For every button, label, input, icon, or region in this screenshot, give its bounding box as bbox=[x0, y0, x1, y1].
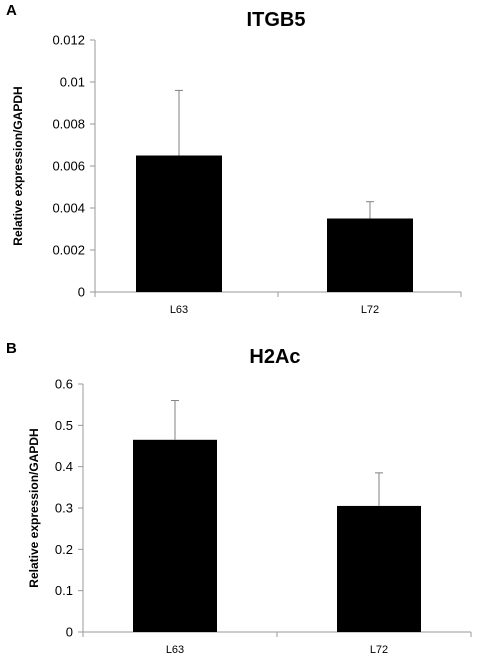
y-tick-label: 0.012 bbox=[52, 33, 85, 48]
y-tick-label: 0.3 bbox=[55, 501, 73, 516]
y-tick-label: 0.5 bbox=[55, 418, 73, 433]
y-tick-label: 0.4 bbox=[55, 459, 73, 474]
bar-l72 bbox=[337, 505, 421, 632]
bar-l63 bbox=[133, 439, 217, 632]
y-tick-label: 0.1 bbox=[55, 583, 73, 598]
bar-l63 bbox=[136, 155, 222, 292]
panel-letter-a: A bbox=[6, 2, 17, 19]
y-tick-label: 0.006 bbox=[52, 159, 85, 174]
bar-l72 bbox=[327, 218, 413, 292]
x-tick-label: L72 bbox=[361, 304, 379, 316]
y-tick-label: 0 bbox=[78, 285, 85, 300]
chart-h2ac: H2Ac 0 0.1 0.2 0.3 0.4 0.5 0.6 L63 L72 Relative ex… bbox=[27, 346, 472, 656]
y-tick-label: 0.2 bbox=[55, 542, 73, 557]
y-axis-label: Relative expression/GAPDH bbox=[11, 86, 25, 245]
y-tick-label: 0.01 bbox=[60, 75, 85, 90]
y-tick-label: 0 bbox=[66, 625, 73, 640]
chart-title: H2Ac bbox=[249, 346, 300, 368]
chart-itgb5: ITGB5 0 0.002 0.004 0.006 0.008 0.01 0.012 L63 L7… bbox=[11, 9, 462, 316]
panel-letter-b: B bbox=[6, 340, 17, 357]
x-tick-label: L72 bbox=[370, 644, 388, 656]
y-axis-label: Relative expression/GAPDH bbox=[27, 428, 41, 587]
y-tick-label: 0.6 bbox=[55, 377, 73, 392]
chart-title: ITGB5 bbox=[247, 9, 306, 31]
x-tick-label: L63 bbox=[166, 644, 184, 656]
y-tick-label: 0.008 bbox=[52, 117, 85, 132]
y-tick-label: 0.002 bbox=[52, 243, 85, 258]
x-tick-label: L63 bbox=[170, 304, 188, 316]
y-tick-label: 0.004 bbox=[52, 201, 85, 216]
